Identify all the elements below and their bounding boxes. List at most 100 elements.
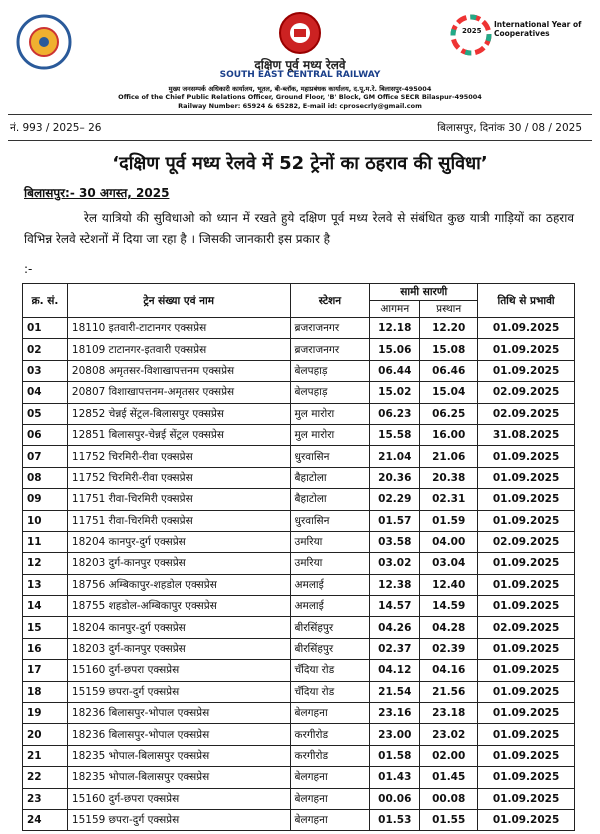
cell: 12.18: [369, 316, 421, 340]
cell: बेलपहाड़: [289, 381, 371, 404]
cell: 18235 भोपाल-बिलासपुर एक्सप्रेस: [66, 766, 291, 789]
cell: 01.09.2025: [477, 744, 575, 768]
cell: 04.12: [369, 659, 421, 682]
cell: 23: [22, 787, 68, 810]
cell: 01.09.2025: [477, 338, 575, 361]
table-row: 14 18755 शहडोल-अम्बिकापुर एक्सप्रेस अमलाई 1…: [22, 595, 575, 618]
cell: 02.09.2025: [477, 381, 575, 404]
cell: 01.55: [419, 808, 479, 832]
cell: 23.18: [419, 702, 479, 725]
cell: 01.09.2025: [477, 316, 575, 340]
cell: 04.00: [419, 530, 479, 554]
table-row: 05 12852 चेन्नई सेंट्रल-बिलासपुर एक्सप्रे…: [22, 402, 575, 425]
cell: 02: [22, 338, 68, 361]
cell: 03.02: [369, 552, 421, 575]
cell: 01.09.2025: [477, 637, 575, 661]
cell: 01.09.2025: [477, 573, 575, 597]
rule: [8, 114, 592, 115]
table-row: 15 18204 कानपुर-दुर्ग एक्सप्रेस बीरसिंहपुर…: [22, 616, 575, 639]
cell: बेलगहना: [289, 787, 371, 810]
table-row: 21 18235 भोपाल-बिलासपुर एक्सप्रेस करगीरोड 0…: [22, 744, 575, 768]
th: प्रस्थान: [419, 300, 479, 318]
cell: 20808 अमृतसर-विशाखापत्तनम एक्सप्रेस: [66, 359, 291, 383]
cell: 01.53: [369, 808, 421, 832]
cell: 21.04: [369, 445, 421, 468]
cell: 12852 चेन्नई सेंट्रल-बिलासपुर एक्सप्रेस: [66, 402, 291, 425]
cell: 01.09.2025: [477, 787, 575, 810]
table-row: 12 18203 दुर्ग-कानपुर एक्सप्रेस उमरिया 03.0…: [22, 552, 575, 575]
cell: 18235 भोपाल-बिलासपुर एक्सप्रेस: [66, 744, 291, 768]
cell: 00.08: [419, 787, 479, 810]
cell: बेलगहना: [289, 766, 371, 789]
header-row: क्र. सं. ट्रेन संख्या एवं नाम स्टेशन साम…: [22, 283, 575, 318]
ref-number: नं. 993 / 2025– 26: [10, 122, 102, 134]
cell: 02.31: [419, 488, 479, 511]
logo-railway: [279, 12, 321, 54]
cell: 15159 छपरा-दुर्ग एक्सप्रेस: [66, 680, 291, 704]
th: ट्रेन संख्या एवं नाम: [66, 283, 291, 318]
table-row: 17 15160 दुर्ग-छपरा एक्सप्रेस चँदिया रोड 04…: [22, 659, 575, 682]
cell: 21.56: [419, 680, 479, 704]
paragraph-end: :-: [24, 262, 33, 276]
th: तिथि से प्रभावी: [477, 283, 575, 318]
cell: 01.09.2025: [477, 445, 575, 468]
cell: 21.54: [369, 680, 421, 704]
cell: 16: [22, 637, 68, 661]
logo-iyc: [450, 14, 492, 56]
cell: 17: [22, 659, 68, 682]
table-row: 04 20807 विशाखापत्तनम-अमृतसर एक्सप्रेस बेल…: [22, 381, 575, 404]
cell: बीरसिंहपुर: [289, 616, 371, 639]
cell: 03.58: [369, 530, 421, 554]
cell: 23.02: [419, 723, 479, 746]
address-english: Office of the Chief Public Relations Off…: [118, 93, 482, 101]
cell: 01.09.2025: [477, 680, 575, 704]
table-row: 03 20808 अमृतसर-विशाखापत्तनम एक्सप्रेस बेल…: [22, 359, 575, 383]
cell: 01.09.2025: [477, 808, 575, 832]
cell: 06.44: [369, 359, 421, 383]
table-row: 01 18110 इतवारी-टाटानगर एक्सप्रेस ब्रजराजन…: [22, 316, 575, 340]
title: ‘दक्षिण पूर्व मध्य रेलवे में 52 ट्रेनों …: [112, 153, 488, 174]
cell: 04.26: [369, 616, 421, 639]
cell: 14.59: [419, 595, 479, 618]
cell: 01.09.2025: [477, 659, 575, 682]
cell: 01.09.2025: [477, 488, 575, 511]
cell: 12.20: [419, 316, 479, 340]
cell: 01.59: [419, 509, 479, 532]
cell: 11752 चिरमिरी-रीवा एक्सप्रेस: [66, 466, 291, 490]
cell: 07: [22, 445, 68, 468]
cell: 05: [22, 402, 68, 425]
cell: 11: [22, 530, 68, 554]
cell: ब्रजराजनगर: [289, 338, 371, 361]
cell: 12.38: [369, 573, 421, 597]
cell: 02.29: [369, 488, 421, 511]
cell: 31.08.2025: [477, 423, 575, 447]
cell: बेलपहाड़: [289, 359, 371, 383]
cell: मुल मारोरा: [289, 402, 371, 425]
cell: 20.36: [369, 466, 421, 490]
cell: 15.02: [369, 381, 421, 404]
cell: 15.58: [369, 423, 421, 447]
table-row: 23 15160 दुर्ग-छपरा एक्सप्रेस बेलगहना 00.06…: [22, 787, 575, 810]
cell: 15.08: [419, 338, 479, 361]
table-row: 22 18235 भोपाल-बिलासपुर एक्सप्रेस बेलगहना 0…: [22, 766, 575, 789]
cell: 04.16: [419, 659, 479, 682]
cell: बीरसिंहपुर: [289, 637, 371, 661]
th: सामी सारणी: [369, 283, 479, 301]
cell: 11752 चिरमिरी-रीवा एक्सप्रेस: [66, 445, 291, 468]
logo-year: 2025: [462, 27, 482, 35]
cell: बेलगहना: [289, 702, 371, 725]
cell: 18236 बिलासपुर-भोपाल एक्सप्रेस: [66, 702, 291, 725]
cell: 18203 दुर्ग-कानपुर एक्सप्रेस: [66, 552, 291, 575]
table-row: 08 11752 चिरमिरी-रीवा एक्सप्रेस बैहाटोला 20…: [22, 466, 575, 490]
cell: अमलाई: [289, 595, 371, 618]
cell: 18204 कानपुर-दुर्ग एक्सप्रेस: [66, 616, 291, 639]
cell: 20807 विशाखापत्तनम-अमृतसर एक्सप्रेस: [66, 381, 291, 404]
table-row: 18 15159 छपरा-दुर्ग एक्सप्रेस चँदिया रोड 21…: [22, 680, 575, 704]
cell: उमरिया: [289, 552, 371, 575]
cell: 12: [22, 552, 68, 575]
ref-date: बिलासपुर, दिनांक 30 / 08 / 2025: [437, 122, 582, 134]
cell: 14.57: [369, 595, 421, 618]
cell: 11751 रीवा-चिरमिरी एक्सप्रेस: [66, 509, 291, 532]
cell: बैहाटोला: [289, 466, 371, 490]
cell: 03: [22, 359, 68, 383]
